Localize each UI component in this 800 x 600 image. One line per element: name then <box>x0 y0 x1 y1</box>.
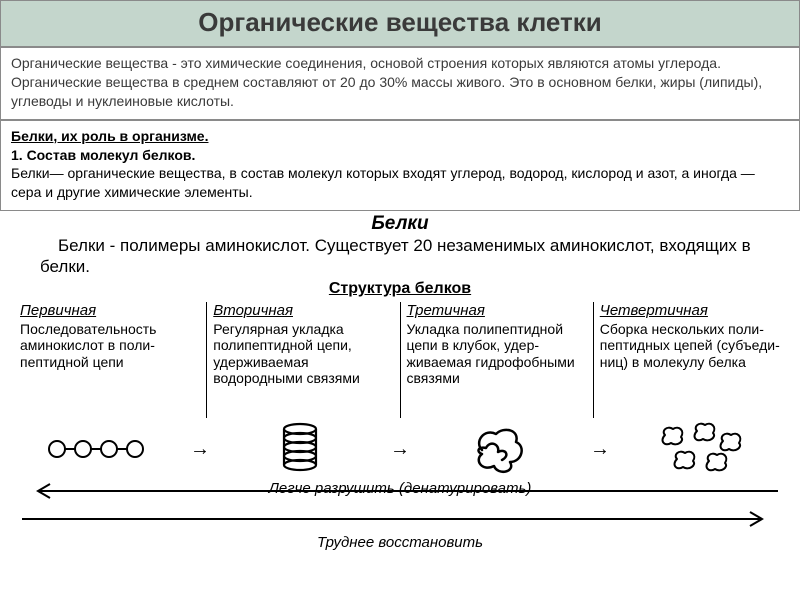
arrow-easier-line: Легче разрушить (денатурировать) <box>20 482 780 504</box>
level-title-quaternary: Четвертичная <box>600 302 780 319</box>
arrow-icon: → <box>386 439 414 459</box>
col-tertiary: Третичная Укладка поли­пептидной цепи в … <box>401 302 593 418</box>
belki-heading: Белки <box>0 213 800 235</box>
arrow-icon: → <box>586 439 614 459</box>
level-desc-quaternary: Сборка не­скольких поли­пептидных це­пей… <box>600 321 780 371</box>
arrow-left-icon <box>20 482 780 500</box>
level-title-primary: Первичная <box>20 302 200 319</box>
col-secondary: Вторичная Регулярная ук­ладка полипеп­ти… <box>207 302 399 418</box>
belki-subtext: Белки - полимеры аминокислот. Существует… <box>0 235 800 278</box>
structure-heading: Структура белков <box>0 280 800 298</box>
level-title-secondary: Вторичная <box>213 302 393 319</box>
proteins-section-num: 1. Состав молекул белков. <box>11 146 789 165</box>
level-desc-primary: Последователь­ность амино­кислот в поли­… <box>20 321 200 371</box>
proteins-definition: Белки— органические вещества, в состав м… <box>11 164 789 202</box>
arrow-harder-line <box>20 510 780 532</box>
arrow-harder-label: Труднее восстановить <box>20 534 780 551</box>
structure-columns: Первичная Последователь­ность амино­кисл… <box>0 302 800 418</box>
col-primary: Первичная Последователь­ность амино­кисл… <box>14 302 206 418</box>
level-title-tertiary: Третичная <box>407 302 587 319</box>
cluster-icon <box>655 421 745 477</box>
arrow-icon: → <box>186 439 214 459</box>
page-title: Органические вещества клетки <box>1 7 799 38</box>
illus-secondary <box>214 421 386 477</box>
illus-tertiary <box>414 422 586 476</box>
helix-icon <box>275 421 325 477</box>
intro-box: Органические вещества - это химические с… <box>0 47 800 120</box>
illus-quaternary <box>614 421 786 477</box>
level-desc-tertiary: Укладка поли­пептидной цепи в клубок, уд… <box>407 321 587 387</box>
illustration-row: → → → <box>0 420 800 478</box>
intro-text: Органические вещества - это химические с… <box>11 55 762 109</box>
proteins-box: Белки, их роль в организме. 1. Состав мо… <box>0 120 800 212</box>
proteins-heading: Белки, их роль в организме. <box>11 127 789 146</box>
col-quaternary: Четвертичная Сборка не­скольких поли­пеп… <box>594 302 786 418</box>
gradient-arrows: Легче разрушить (денатурировать) Труднее… <box>0 482 800 551</box>
title-bar: Органические вещества клетки <box>0 0 800 47</box>
chain-icon <box>45 437 155 461</box>
belki-subtext-span: Белки - полимеры аминокислот. Существует… <box>40 236 751 276</box>
illus-primary <box>14 437 186 461</box>
arrow-right-icon <box>20 510 780 528</box>
globule-icon <box>470 422 530 476</box>
level-desc-secondary: Регулярная ук­ладка полипеп­тидной цепи,… <box>213 321 393 387</box>
